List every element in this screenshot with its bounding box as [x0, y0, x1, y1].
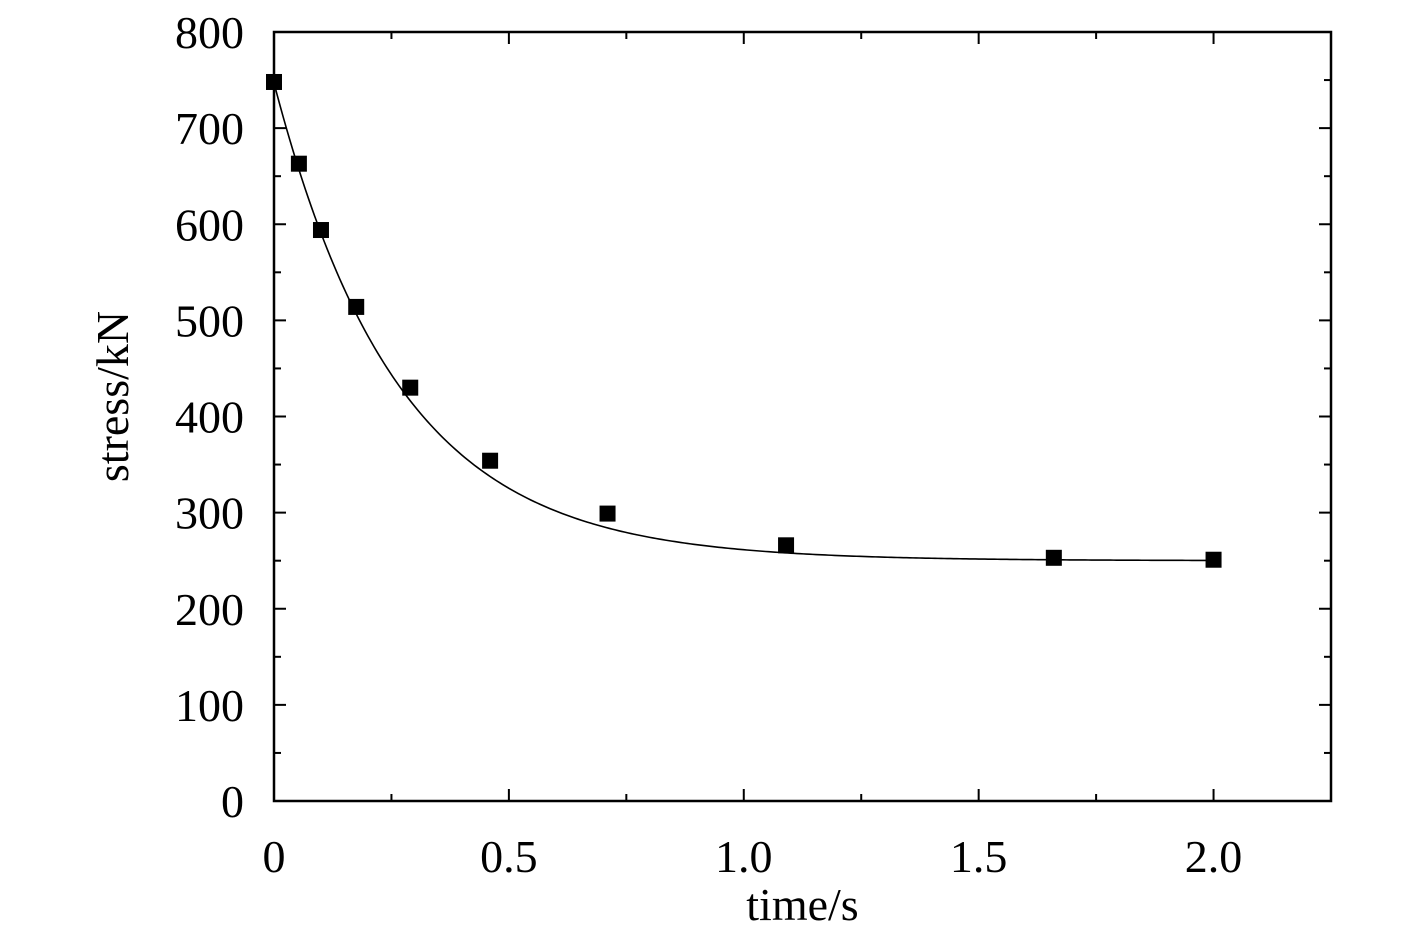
ticks-layer [273, 31, 1331, 802]
data-point [482, 452, 499, 469]
points-layer [266, 73, 1222, 568]
plot-frame [272, 30, 1333, 803]
data-point [348, 298, 365, 315]
y-tick-label: 300 [175, 488, 244, 539]
x-tick-label: 1.5 [950, 831, 1008, 882]
fit-curve [273, 82, 1214, 562]
data-point [290, 155, 307, 172]
y-tick-label: 200 [175, 584, 244, 635]
y-tick-label: 100 [175, 680, 244, 731]
x-tick-label: 2.0 [1185, 831, 1243, 882]
y-tick-label: 800 [175, 7, 244, 58]
y-tick-label: 500 [175, 295, 244, 346]
data-point [778, 537, 795, 554]
x-tick-label: 1.0 [715, 831, 773, 882]
y-tick-label: 0 [221, 776, 244, 827]
data-point [402, 379, 419, 396]
x-tick-label: 0 [263, 831, 286, 882]
x-tick-label: 0.5 [480, 831, 538, 882]
labels-layer: 0 0.5 1.0 1.5 2.0 0 100 200 300 400 500 600 700 800 [175, 7, 1242, 882]
curve-layer [273, 82, 1214, 562]
y-axis-label: stress/kN [87, 311, 138, 482]
data-point [1045, 549, 1062, 566]
data-point [312, 222, 329, 239]
data-point [1205, 551, 1222, 568]
y-tick-label: 700 [175, 103, 244, 154]
x-axis-label: time/s [746, 879, 858, 928]
y-tick-label: 600 [175, 199, 244, 250]
y-tick-label: 400 [175, 392, 244, 443]
data-point [599, 505, 616, 522]
